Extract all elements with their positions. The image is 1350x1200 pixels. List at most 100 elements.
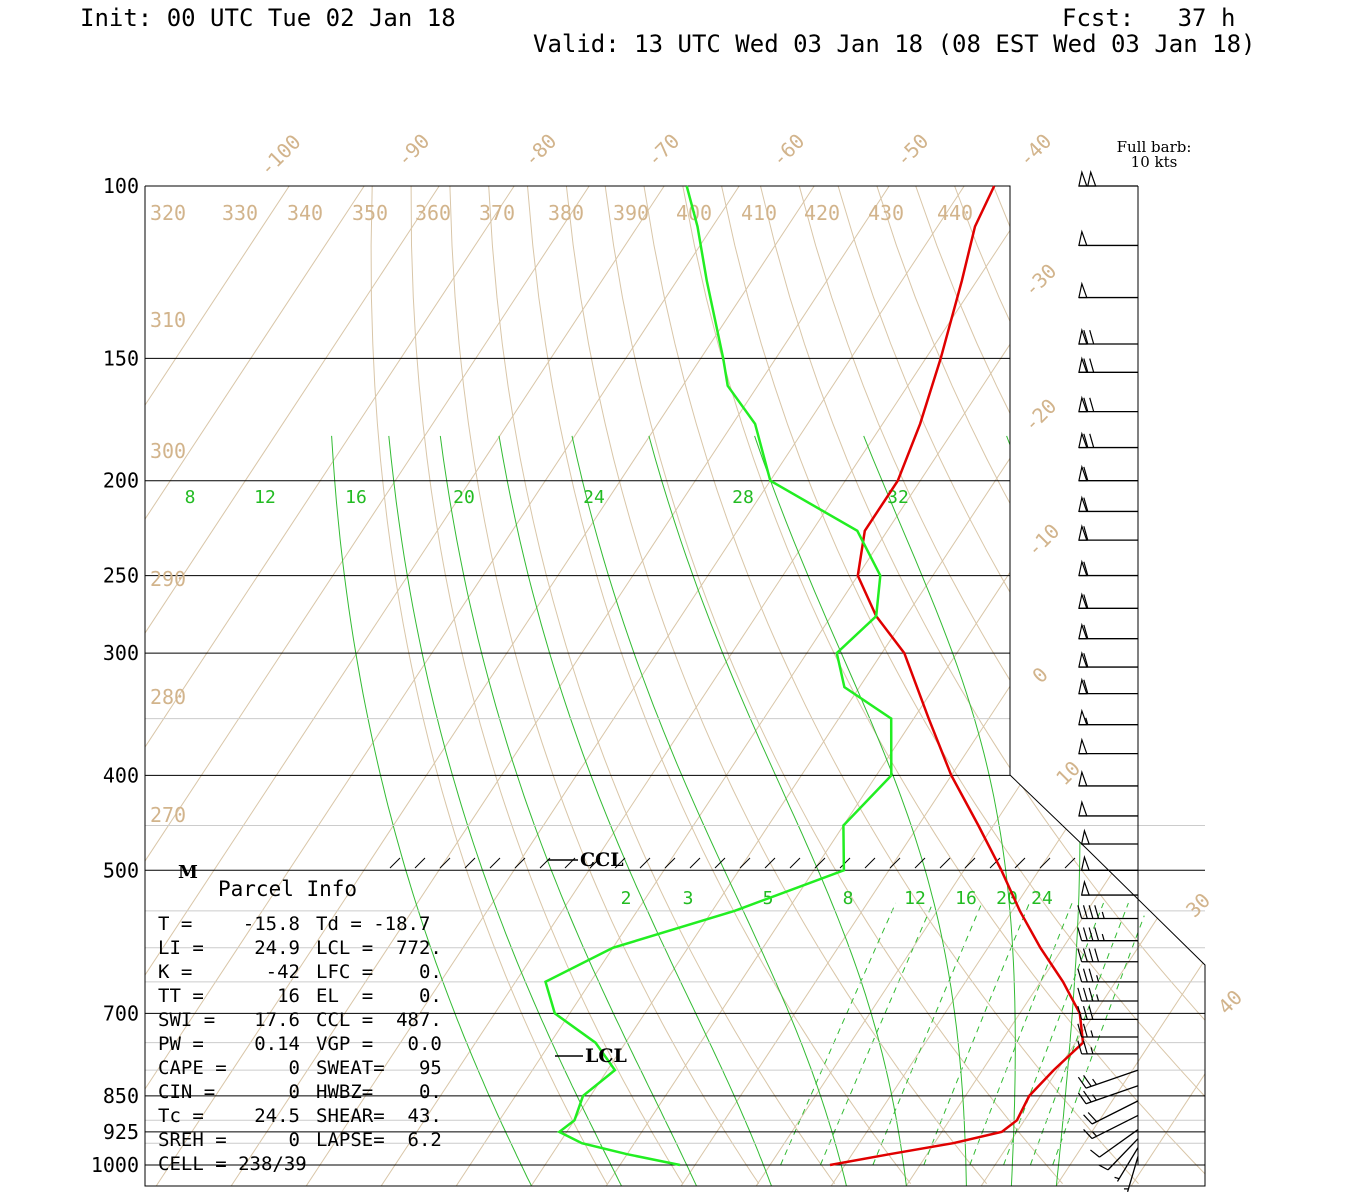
mixing-ratio-label: 3: [683, 888, 694, 909]
dry-adiabat-line: [915, 186, 1205, 1185]
moist-adiabat-line: [388, 435, 622, 1186]
parcel-info-param: HWBZ= 0.: [316, 1081, 442, 1103]
mixing-ratio-label: 8: [843, 888, 854, 909]
theta-label: 300: [150, 439, 186, 463]
parcel-info-param: LFC = 0.: [316, 961, 442, 983]
wind-barb: [1078, 737, 1138, 755]
wind-barb: [1077, 1006, 1138, 1021]
moist-adiabat-line: [571, 435, 847, 1186]
pressure-tick-label: 925: [103, 1120, 139, 1144]
parcel-info-key: Tc =: [158, 1105, 204, 1127]
pressure-tick-label: 1000: [91, 1153, 139, 1177]
dry-adiabat-line: [1148, 186, 1205, 1185]
isotherm-label: 40: [1213, 985, 1247, 1019]
wind-barb: [1077, 948, 1138, 963]
theta-label: 380: [548, 201, 584, 225]
parcel-info-panel: Parcel Info T = -15.8 Td = -18.7 LI = 24.9 LC…: [158, 877, 442, 1175]
parcel-info-title: Parcel Info: [218, 877, 357, 901]
wind-barb: [1078, 229, 1138, 247]
wind-barb: [1077, 1023, 1138, 1038]
level-hatch-marks: [389, 857, 1076, 869]
parcel-info-value: 0: [289, 1057, 300, 1079]
hatch-mark: [1064, 857, 1076, 869]
theta-label: 350: [352, 201, 388, 225]
profiles: [544, 185, 1085, 1167]
mixing-ratio-line: [819, 902, 934, 1166]
moist-adiabat-line: [439, 435, 697, 1186]
pressure-tick-label: 500: [103, 858, 139, 882]
dry-adiabat-line: [1187, 186, 1205, 1185]
parcel-info-param: LCL = 772.: [316, 937, 442, 959]
wind-barb: [1078, 622, 1138, 640]
hatch-mark: [464, 857, 476, 869]
dry-adiabat-line: [1226, 186, 1350, 1184]
wind-barb: [1078, 495, 1138, 513]
dry-adiabat-line: [1109, 186, 1205, 1185]
parcel-info-key: PW =: [158, 1033, 204, 1055]
pressure-tick-label: 150: [103, 346, 139, 370]
dewpoint-profile: [544, 185, 893, 1167]
wind-barb: [1090, 1129, 1139, 1158]
theta-label: 420: [804, 201, 840, 225]
dry-adiabat-line: [798, 186, 1205, 1185]
hatch-mark: [389, 857, 401, 869]
wind-barb: [1080, 879, 1138, 896]
parcel-info-key: TT =: [158, 985, 204, 1007]
dry-adiabat-line: [449, 186, 760, 1184]
wind-barb: [1077, 927, 1138, 942]
pressure-tick-label: 400: [103, 763, 139, 787]
dry-adiabat-line: [760, 186, 1205, 1185]
pressure-tick-label: 300: [103, 641, 139, 665]
hatch-mark: [664, 857, 676, 869]
isotherm-label: -90: [392, 129, 435, 172]
parcel-info-value: 0.14: [254, 1033, 300, 1055]
dry-adiabat-line: [604, 186, 1063, 1185]
wind-barb: [1078, 431, 1138, 449]
hatch-mark: [639, 857, 651, 869]
hatch-mark: [939, 857, 951, 869]
wind-barb: [1123, 1156, 1139, 1193]
isotherm-line: [145, 186, 803, 1186]
moist-adiabat-line: [498, 435, 772, 1186]
wind-barb: [1080, 828, 1138, 845]
theta-label: 280: [150, 685, 186, 709]
theta-label: 270: [150, 803, 186, 827]
ccl-annotation: CCL: [548, 849, 624, 871]
isotherm-label: 0: [1027, 662, 1052, 687]
hatch-mark: [864, 857, 876, 869]
isotherm-label: -70: [642, 129, 685, 172]
pressure-tick-label: 100: [103, 174, 139, 198]
wind-barb: [1080, 854, 1138, 871]
parcel-info-param: Td = -18.7: [316, 913, 430, 935]
wind-barb: [1078, 356, 1138, 373]
wind-barb: [1078, 592, 1138, 609]
hatch-mark: [1014, 857, 1026, 869]
hatch-mark: [789, 857, 801, 869]
wind-barb: [1083, 1114, 1139, 1140]
isotherm-label: -80: [519, 129, 562, 172]
hatch-mark: [1039, 857, 1051, 869]
hatch-mark: [814, 857, 826, 869]
hatch-mark: [689, 857, 701, 869]
dry-adiabat-line: [682, 186, 1205, 1185]
isotherm-label: -20: [1019, 394, 1062, 437]
wind-barb: [1078, 769, 1138, 787]
wind-barb: [1077, 1069, 1139, 1089]
hatch-mark: [489, 857, 501, 869]
wind-barb: [1078, 281, 1138, 299]
theta-label: 320: [150, 201, 186, 225]
dry-adiabat-line: [370, 186, 608, 1184]
theta-label: 360: [415, 201, 451, 225]
isotherm-line: [380, 186, 1103, 1186]
wind-barbs: [1077, 170, 1139, 1193]
lcl-label: LCL: [585, 1045, 627, 1067]
hatch-mark: [914, 857, 926, 869]
hatch-mark: [414, 857, 426, 869]
wind-barb: [1077, 1040, 1138, 1055]
isotherm-line: [145, 186, 503, 1186]
isotherm-line: [145, 186, 653, 1186]
forecast-hour: Fcst: 37 h: [1062, 4, 1236, 32]
moist-adiabat-label: 32: [887, 487, 909, 508]
isotherm-line: [980, 186, 1205, 1186]
parcel-info-value: 24.9: [254, 937, 300, 959]
